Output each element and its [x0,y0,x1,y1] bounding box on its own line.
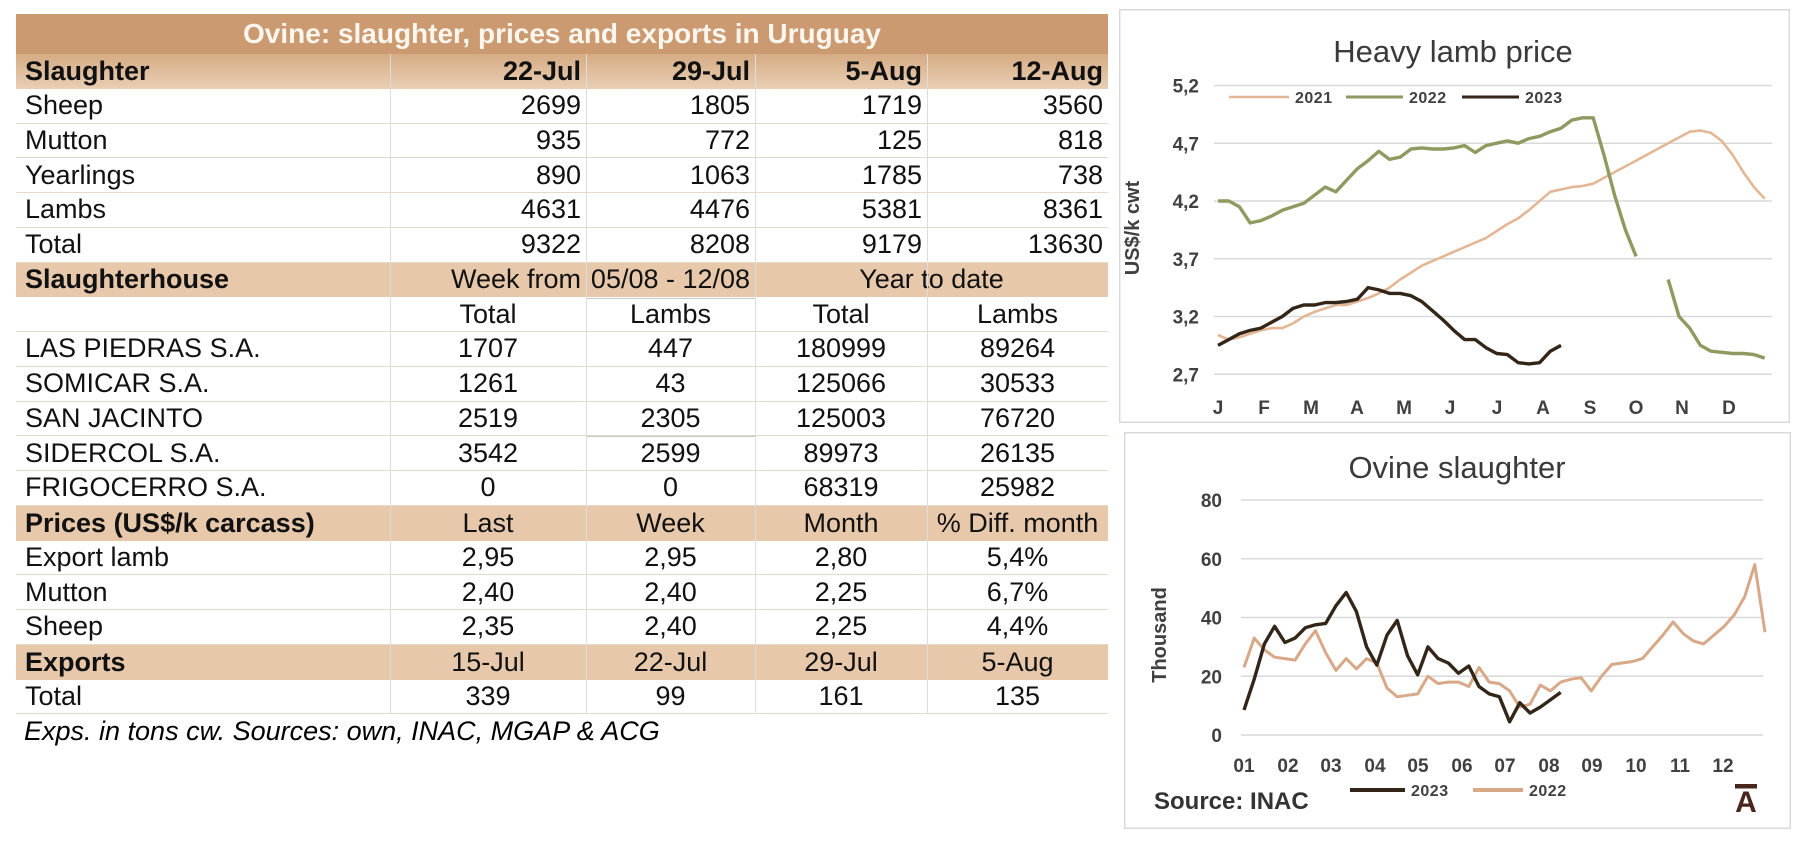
svg-text:4,2: 4,2 [1173,192,1199,213]
svg-text:2021: 2021 [1295,90,1333,107]
svg-text:10: 10 [1625,756,1646,777]
svg-text:03: 03 [1320,756,1341,777]
svg-text:08: 08 [1538,756,1559,777]
svg-text:D: D [1722,398,1736,419]
svg-text:Source: INAC: Source: INAC [1154,788,1309,815]
svg-text:11: 11 [1670,756,1691,777]
svg-text:04: 04 [1364,756,1386,777]
svg-text:3,2: 3,2 [1173,308,1199,329]
svg-text:60: 60 [1201,550,1222,571]
svg-text:S: S [1584,398,1597,419]
svg-text:20: 20 [1201,667,1222,688]
svg-text:Thousand: Thousand [1149,587,1171,683]
svg-text:Heavy lamb price: Heavy lamb price [1333,34,1572,69]
svg-text:40: 40 [1201,609,1222,630]
svg-text:2023: 2023 [1411,783,1449,800]
svg-text:2022: 2022 [1529,783,1567,800]
svg-text:2022: 2022 [1409,90,1447,107]
svg-text:09: 09 [1581,756,1602,777]
svg-text:M: M [1303,398,1319,419]
svg-text:F: F [1258,398,1270,419]
svg-text:J: J [1492,398,1503,419]
svg-text:05: 05 [1407,756,1429,777]
svg-text:80: 80 [1201,491,1222,512]
svg-text:Ovine slaughter: Ovine slaughter [1348,450,1565,485]
svg-text:US$/k cwt: US$/k cwt [1122,180,1144,275]
svg-text:2,7: 2,7 [1173,365,1199,386]
svg-text:5,2: 5,2 [1173,77,1199,98]
svg-text:06: 06 [1451,756,1472,777]
svg-text:J: J [1445,398,1456,419]
svg-text:2023: 2023 [1525,90,1563,107]
svg-text:4,7: 4,7 [1173,134,1199,155]
svg-text:J: J [1213,398,1224,419]
svg-text:01: 01 [1233,756,1255,777]
svg-text:N: N [1675,398,1689,419]
svg-text:A: A [1350,398,1364,419]
svg-text:A: A [1735,786,1757,819]
svg-text:M: M [1396,398,1412,419]
svg-text:3,7: 3,7 [1173,250,1199,271]
svg-text:07: 07 [1494,756,1515,777]
svg-text:0: 0 [1211,726,1222,747]
svg-text:12: 12 [1712,756,1733,777]
svg-text:O: O [1629,398,1644,419]
svg-text:02: 02 [1277,756,1298,777]
svg-text:A: A [1536,398,1550,419]
